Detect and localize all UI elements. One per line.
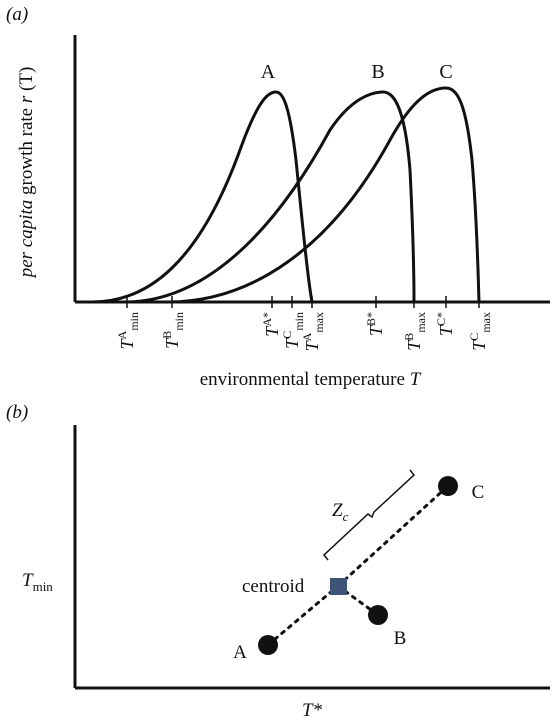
tick-label: TAmin bbox=[115, 312, 141, 349]
curve-c bbox=[167, 86, 481, 304]
panel-a-tick-marks bbox=[126, 296, 480, 308]
panel-a-x-axis-label: environmental temperature T bbox=[200, 369, 422, 390]
centroid-marker bbox=[330, 578, 347, 595]
point-label-b: B bbox=[394, 628, 407, 649]
tick-label: TAmax bbox=[300, 312, 326, 351]
point-label-c: C bbox=[472, 482, 485, 503]
point-c bbox=[438, 476, 458, 496]
point-label-a: A bbox=[233, 642, 247, 663]
tick-label: TCmin bbox=[280, 312, 306, 349]
distance-brace bbox=[322, 469, 416, 561]
tick-label: TB* bbox=[364, 312, 386, 336]
dotted-line-a-centroid bbox=[266, 584, 340, 647]
curve-b bbox=[124, 90, 416, 304]
panel-b-label: (b) bbox=[6, 402, 28, 423]
panel-a-label: (a) bbox=[6, 4, 28, 25]
distance-label: Zc bbox=[332, 500, 349, 524]
point-a bbox=[258, 635, 278, 655]
panel-a-y-axis-label: per capita growth rate r (T) bbox=[16, 67, 37, 280]
dotted-line-centroid-c bbox=[336, 484, 450, 588]
tick-label: TBmax bbox=[402, 312, 428, 351]
curve-label-b: B bbox=[371, 61, 384, 83]
tick-label: TCmax bbox=[467, 312, 493, 351]
curve-label-a: A bbox=[261, 61, 276, 83]
panel-b-y-axis-label: Tmin bbox=[22, 570, 53, 594]
curve-label-c: C bbox=[439, 61, 452, 83]
panel-b-x-axis-label: T* bbox=[302, 700, 323, 721]
tick-label: TBmin bbox=[160, 312, 186, 349]
point-b bbox=[368, 605, 388, 625]
tick-label: TC* bbox=[434, 312, 456, 336]
centroid-label: centroid bbox=[242, 576, 305, 597]
tick-label: TA* bbox=[260, 312, 282, 337]
curve-a bbox=[91, 90, 314, 304]
